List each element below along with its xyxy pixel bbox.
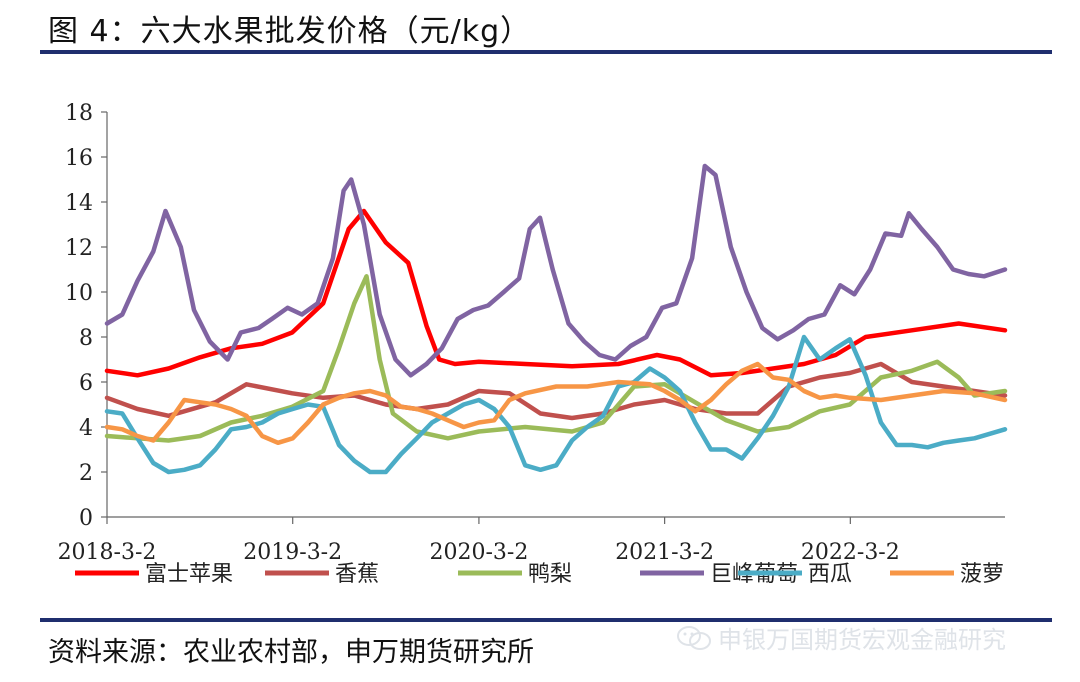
- x-tick-label: 2022-3-2: [801, 540, 900, 565]
- legend-label-5: 菠萝: [960, 562, 1004, 587]
- x-tick-label: 2021-3-2: [615, 540, 714, 565]
- chart-axes: 0 2 4 6 8 10 12 14 16 18 2018-3-2 2019-3-2 2020-3-2 2…: [58, 101, 1005, 565]
- y-tick-label: 10: [65, 281, 93, 306]
- title-underline: [40, 50, 1052, 54]
- chart-series: [104, 163, 1008, 475]
- y-tick-label: 8: [79, 326, 93, 351]
- chart-legend: 富士苹果香蕉鸭梨巨峰葡萄西瓜菠萝: [75, 562, 1004, 587]
- source-note: 资料来源：农业农村部，申万期货研究所: [48, 637, 534, 668]
- series-line-5: [104, 361, 1008, 446]
- footer-rule: [40, 618, 1052, 622]
- watermark: 申银万国期货宏观金融研究: [676, 620, 1006, 655]
- x-tick-label: 2018-3-2: [58, 540, 157, 565]
- x-tick-label: 2019-3-2: [243, 540, 342, 565]
- legend-label-4: 西瓜: [808, 562, 852, 587]
- y-tick-label: 18: [65, 101, 93, 126]
- y-tick-label: 6: [79, 371, 93, 396]
- y-tick-label: 14: [65, 191, 93, 216]
- legend-label-2: 鸭梨: [528, 562, 572, 587]
- x-tick-label: 2020-3-2: [429, 540, 528, 565]
- series-line-3: [104, 163, 1008, 378]
- legend-label-0: 富士苹果: [145, 562, 233, 587]
- series-line-0: [104, 208, 1008, 378]
- watermark-text: 申银万国期货宏观金融研究: [718, 626, 1006, 654]
- page-title: 图 4：六大水果批发价格（元/kg）: [48, 14, 532, 49]
- series-line-1: [104, 361, 1008, 421]
- y-tick-label: 0: [79, 506, 93, 531]
- y-tick-label: 16: [65, 146, 93, 171]
- y-tick-label: 12: [65, 236, 93, 261]
- y-tick-label: 4: [79, 416, 93, 441]
- y-tick-label: 2: [79, 461, 93, 486]
- series-line-4: [104, 334, 1008, 475]
- wechat-icon: [677, 625, 711, 650]
- legend-label-1: 香蕉: [335, 562, 379, 587]
